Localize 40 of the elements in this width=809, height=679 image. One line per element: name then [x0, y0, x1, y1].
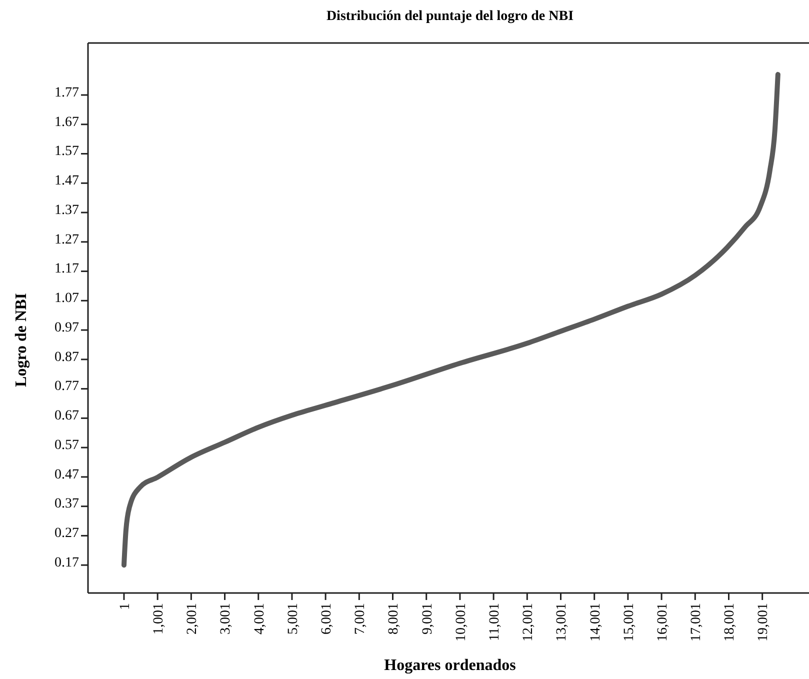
- x-tick-label: 11,001: [487, 603, 502, 641]
- x-tick-label: 5,001: [286, 603, 301, 634]
- y-tick-label: 1.47: [54, 174, 79, 189]
- y-tick-label: 0.77: [54, 379, 79, 394]
- y-tick-label: 0.37: [54, 496, 79, 512]
- y-tick-label: 1.67: [54, 114, 79, 130]
- y-tick-label: 1.57: [54, 144, 79, 160]
- y-tick-label: 0.97: [54, 320, 79, 336]
- x-tick-label: 12,001: [521, 603, 536, 642]
- x-tick-label: 17,001: [689, 603, 704, 642]
- y-tick-label: 1.77: [54, 85, 79, 100]
- y-tick-label: 0.47: [54, 467, 79, 482]
- x-tick-label: 2,001: [185, 603, 200, 634]
- y-tick-label: 1.27: [54, 232, 79, 248]
- y-tick-label: 0.87: [54, 350, 79, 365]
- x-tick-label: 16,001: [655, 603, 670, 642]
- y-tick-label: 1.17: [54, 262, 79, 277]
- y-tick-label: 0.67: [54, 408, 79, 424]
- x-tick-label: 4,001: [252, 603, 268, 634]
- y-tick-label: 1.07: [54, 291, 79, 306]
- x-tick-label: 18,001: [722, 603, 738, 642]
- x-tick-label: 7,001: [353, 603, 368, 634]
- x-tick-label: 13,001: [554, 603, 570, 642]
- y-tick-label: 0.27: [54, 526, 79, 542]
- y-axis-title: Logro de NBI: [13, 293, 30, 387]
- x-tick-label: 10,001: [454, 603, 469, 642]
- x-tick-label: 6,001: [319, 603, 334, 634]
- y-tick-label: 1.37: [54, 202, 79, 218]
- y-tick-label: 0.57: [54, 438, 79, 453]
- x-tick-label: 3,001: [218, 603, 234, 634]
- x-tick-label: 19,001: [756, 603, 772, 642]
- x-tick-label: 1,001: [151, 603, 166, 634]
- y-tick-label: 0.17: [54, 555, 79, 570]
- x-tick-label: 9,001: [420, 603, 436, 634]
- x-tick-label: 15,001: [622, 603, 637, 642]
- x-tick-label: 8,001: [386, 603, 402, 634]
- chart-title: Distribución del puntaje del logro de NBI: [326, 9, 574, 24]
- x-tick-label: 14,001: [588, 603, 604, 642]
- x-axis-title: Hogares ordenados: [384, 657, 516, 674]
- x-tick-label: 1: [118, 603, 133, 610]
